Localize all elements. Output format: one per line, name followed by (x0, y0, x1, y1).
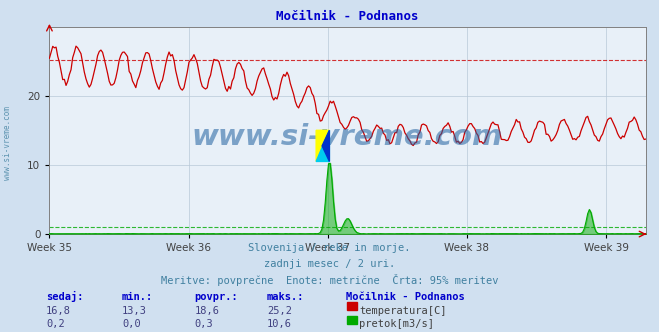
Text: 18,6: 18,6 (194, 306, 219, 316)
Bar (347, 302, 357, 310)
Text: Meritve: povprečne  Enote: metrične  Črta: 95% meritev: Meritve: povprečne Enote: metrične Črta:… (161, 274, 498, 286)
Text: 0,3: 0,3 (194, 319, 213, 329)
Polygon shape (316, 130, 330, 161)
Text: 10,6: 10,6 (267, 319, 292, 329)
Text: www.si-vreme.com: www.si-vreme.com (192, 123, 503, 150)
Text: 25,2: 25,2 (267, 306, 292, 316)
Text: www.si-vreme.com: www.si-vreme.com (3, 106, 13, 180)
Text: temperatura[C]: temperatura[C] (359, 306, 447, 316)
Text: 16,8: 16,8 (46, 306, 71, 316)
Text: Močilnik - Podnanos: Močilnik - Podnanos (346, 292, 465, 302)
Text: 0,2: 0,2 (46, 319, 65, 329)
Text: 0,0: 0,0 (122, 319, 140, 329)
Text: Slovenija / reke in morje.: Slovenija / reke in morje. (248, 243, 411, 253)
Text: zadnji mesec / 2 uri.: zadnji mesec / 2 uri. (264, 259, 395, 269)
Title: Močilnik - Podnanos: Močilnik - Podnanos (276, 10, 419, 23)
Text: povpr.:: povpr.: (194, 292, 238, 302)
Polygon shape (322, 130, 330, 161)
Text: sedaj:: sedaj: (46, 291, 84, 302)
Polygon shape (316, 130, 330, 161)
Bar (347, 316, 357, 324)
Text: 13,3: 13,3 (122, 306, 147, 316)
Text: min.:: min.: (122, 292, 153, 302)
Text: pretok[m3/s]: pretok[m3/s] (359, 319, 434, 329)
Text: maks.:: maks.: (267, 292, 304, 302)
